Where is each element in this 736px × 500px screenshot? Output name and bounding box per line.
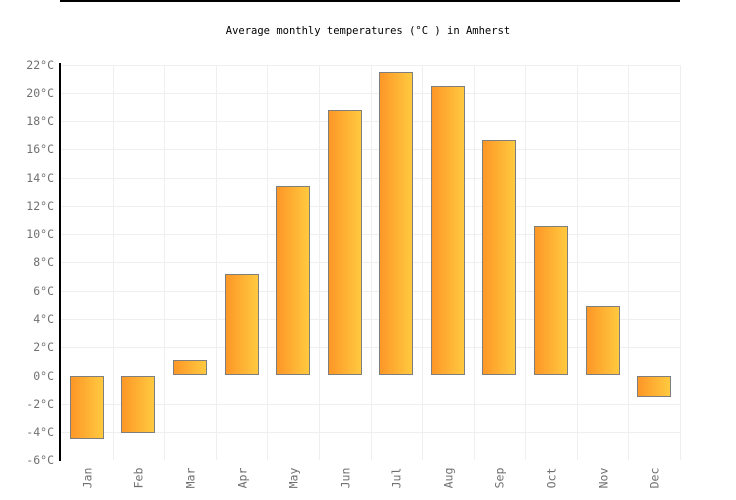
h-gridline <box>61 319 680 320</box>
bar-oct <box>534 225 568 376</box>
h-gridline <box>61 291 680 292</box>
y-tick-label: 8°C <box>33 255 54 270</box>
y-tick-label: 6°C <box>33 283 54 298</box>
x-tick-label-may: May <box>273 456 313 500</box>
y-tick-label: -4°C <box>26 425 54 439</box>
x-tick-text: Jun <box>338 467 352 489</box>
y-axis-line <box>59 63 61 461</box>
x-tick-text: Aug <box>441 467 455 489</box>
x-tick-label-jan: Jan <box>67 456 107 500</box>
y-tick-label: 4°C <box>33 311 54 326</box>
v-gridline <box>371 65 372 460</box>
y-tick-label: -6°C <box>26 453 54 468</box>
x-tick-label-oct: Oct <box>531 456 571 500</box>
h-gridline <box>61 149 680 150</box>
h-gridline <box>61 206 680 207</box>
y-tick-label: 12°C <box>26 198 54 213</box>
x-tick-label-jul: Jul <box>376 456 416 500</box>
x-tick-label-aug: Aug <box>428 456 468 500</box>
x-tick-text: Jan <box>80 467 94 489</box>
y-tick-label: 16°C <box>26 142 54 157</box>
bar-sep <box>482 139 516 376</box>
y-tick-label: 14°C <box>26 170 54 185</box>
bar-feb <box>121 375 155 434</box>
h-gridline <box>61 234 680 235</box>
y-tick-label: 22°C <box>26 57 54 72</box>
x-tick-label-dec: Dec <box>634 456 674 500</box>
v-gridline <box>319 65 320 460</box>
h-gridline <box>61 121 680 122</box>
y-tick-label: -2°C <box>26 396 54 411</box>
v-gridline <box>628 65 629 460</box>
x-tick-text: May <box>286 467 300 489</box>
h-gridline <box>61 65 680 66</box>
bar-aug <box>431 85 465 376</box>
y-tick-label: 0°C <box>33 368 54 383</box>
x-tick-text: Feb <box>131 467 145 489</box>
y-tick-label: 18°C <box>26 114 54 129</box>
bar-mar <box>173 359 207 376</box>
x-tick-label-feb: Feb <box>118 456 158 500</box>
x-tick-label-nov: Nov <box>583 456 623 500</box>
bar-jan <box>70 375 104 440</box>
bar-dec <box>637 375 671 397</box>
y-tick-label: 2°C <box>33 340 54 355</box>
v-gridline <box>525 65 526 460</box>
bar-apr <box>225 273 259 376</box>
v-gridline <box>267 65 268 460</box>
y-tick-label: 10°C <box>26 227 54 242</box>
h-gridline <box>61 93 680 94</box>
x-tick-label-mar: Mar <box>170 456 210 500</box>
y-tick-label: 20°C <box>26 85 54 100</box>
bar-jun <box>328 109 362 376</box>
v-gridline <box>113 65 114 460</box>
x-tick-text: Nov <box>596 467 610 489</box>
h-gridline <box>61 347 680 348</box>
v-gridline <box>577 65 578 460</box>
v-gridline <box>680 65 681 460</box>
v-gridline <box>216 65 217 460</box>
h-gridline <box>61 432 680 433</box>
bar-may <box>276 186 310 376</box>
h-gridline <box>61 178 680 179</box>
bar-nov <box>586 306 620 376</box>
h-gridline <box>61 404 680 405</box>
v-gridline <box>474 65 475 460</box>
v-gridline <box>422 65 423 460</box>
x-tick-text: Sep <box>492 467 506 489</box>
bar-jul <box>379 71 413 376</box>
x-tick-text: Oct <box>544 467 558 489</box>
x-tick-text: Jul <box>389 467 403 489</box>
x-tick-text: Apr <box>235 467 249 489</box>
v-gridline <box>164 65 165 460</box>
zero-axis-line <box>60 0 680 2</box>
x-tick-label-sep: Sep <box>479 456 519 500</box>
x-tick-label-jun: Jun <box>325 456 365 500</box>
x-tick-label-apr: Apr <box>222 456 262 500</box>
h-gridline <box>61 262 680 263</box>
chart-title: Average monthly temperatures (°C ) in Am… <box>225 25 511 37</box>
x-tick-text: Mar <box>183 467 197 489</box>
x-tick-text: Dec <box>647 467 661 489</box>
